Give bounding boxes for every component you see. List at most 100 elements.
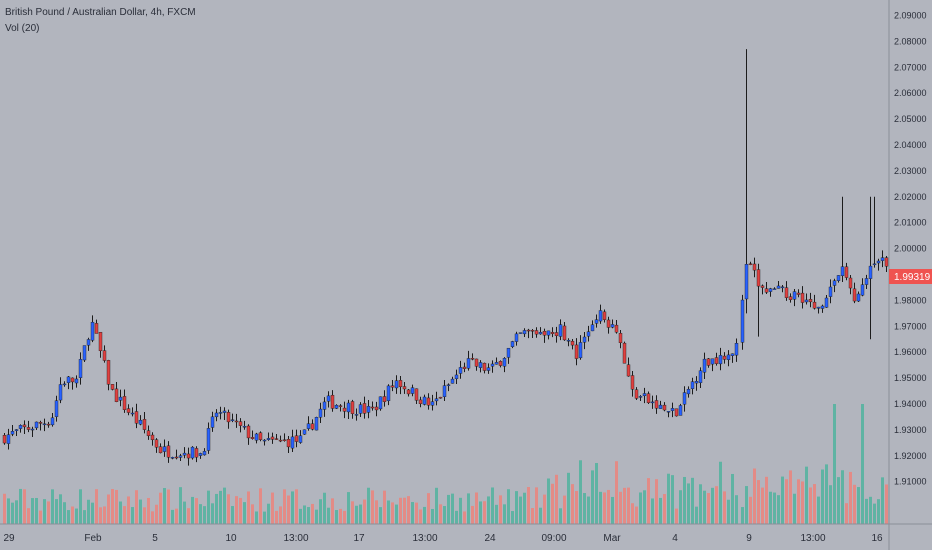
candle-body [182,452,187,456]
volume-bar [375,500,378,524]
candle-body [602,311,607,320]
candle-body [338,405,343,407]
candle-body [442,385,447,397]
volume-bar [403,497,406,524]
candle-body [884,257,889,267]
volume-bar [319,499,322,524]
volume-bar [127,496,130,524]
candle-body [482,362,487,371]
candle-body [366,406,371,413]
candle-body [864,278,869,285]
volume-bar [603,492,606,524]
volume-bar [203,506,206,524]
candle-body [210,416,215,428]
symbol-legend[interactable]: British Pound / Australian Dollar, 4h, F… [5,7,196,18]
volume-bar [3,493,6,524]
candle-body [836,275,841,281]
candle-body [844,266,849,278]
volume-bar [347,492,350,524]
price-tick-label: 1.95000 [894,373,927,383]
volume-bar [745,486,748,524]
candle-body [42,423,47,426]
volume-bar [359,504,362,524]
candle-body [18,425,23,429]
candle-body [462,366,467,369]
price-tick-label: 2.02000 [894,192,927,202]
volume-bar [567,472,570,524]
volume-bar [611,496,614,524]
volume-bar [861,404,864,524]
candle-body [606,319,611,328]
volume-bar [765,476,768,524]
price-tick-label: 2.04000 [894,140,927,150]
price-tick-label: 2.09000 [894,11,927,21]
candlesticks [2,49,889,466]
candle-body [702,358,707,373]
candle-body [118,396,123,401]
candle-body [734,343,739,356]
candle-body [800,292,805,303]
candle-body [666,411,671,413]
volume-bar [735,495,738,524]
volume-bar [259,488,262,524]
candle-body [586,331,591,337]
volume-bar [619,491,622,524]
candle-body [394,380,399,389]
candle-body [58,384,63,401]
volume-bar [845,503,848,524]
time-tick-label: 9 [746,533,752,544]
candle-body [110,384,115,390]
time-axis[interactable]: 29 Feb 5 10 13:00 17 13:00 24 09:00 Mar 4 9 13:00 16 [3,533,883,544]
volume-legend[interactable]: Vol (20) [5,23,40,34]
candle-body [824,297,829,308]
volume-bar [435,487,438,524]
candle-body [654,400,659,409]
volume-bar [647,478,650,524]
volume-bar [877,499,880,524]
candle-body [142,419,147,430]
volume-bar [47,501,50,524]
candle-body [262,439,267,442]
volume-bar [711,487,714,524]
candle-body [206,428,211,451]
time-tick-label: 17 [353,533,365,544]
price-tick-label: 2.05000 [894,114,927,124]
volume-bar [11,502,14,524]
time-tick-label: 10 [225,533,237,544]
candle-body [642,393,647,397]
volume-bar [311,503,314,524]
volume-bar [857,487,860,524]
volume-bar [295,489,298,524]
candle-body [238,421,243,426]
candle-body [518,332,523,334]
volume-bar [379,507,382,524]
candle-body [258,432,263,440]
candle-body [784,287,789,298]
volume-bar [801,481,804,524]
volume-bar [707,493,710,524]
volume-bar [55,499,58,524]
candle-body [722,355,727,360]
candle-body [254,433,259,441]
candle-body [634,389,639,399]
candle-body [446,384,451,386]
volume-bar [23,489,26,524]
candle-body [498,361,503,366]
volume-bar [223,487,226,524]
volume-bar [83,510,86,524]
volume-bar [507,489,510,524]
candle-body [662,404,667,411]
volume-bar [27,508,30,524]
candle-body [506,347,511,358]
price-tick-label: 2.08000 [894,36,927,46]
volume-bar [343,510,346,524]
volume-bar [833,404,836,524]
candle-body [230,419,235,421]
volume-bar [829,485,832,524]
volume-bar [627,487,630,524]
volume-bar [131,507,134,524]
price-axis[interactable]: 2.09000 2.08000 2.07000 2.06000 2.05000 2.040… [894,11,927,487]
candle-body [274,438,279,440]
